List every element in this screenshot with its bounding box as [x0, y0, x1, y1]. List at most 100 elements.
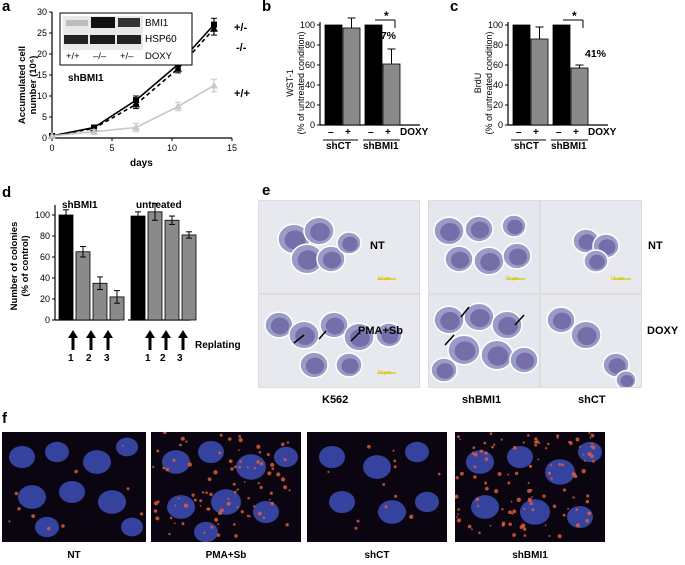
a-xtick-label: 5 [109, 143, 114, 153]
panel-c-group-shct: shCT [514, 141, 539, 152]
arrow-marker [514, 314, 525, 326]
bar [147, 211, 163, 321]
blot-doxy: DOXY [145, 51, 172, 62]
nucleus [363, 455, 391, 479]
scale-e-2: 10 µm [377, 370, 391, 376]
nucleus [167, 495, 195, 519]
panel-c-ylabel-main: (% of untreated condition) [484, 31, 494, 135]
panel-a-xlabel: days [130, 158, 153, 169]
nucleus [405, 441, 429, 463]
nucleus [198, 440, 224, 464]
replating-arrow [161, 330, 171, 350]
panel-label-f: f [2, 410, 7, 427]
bar [382, 63, 401, 126]
nucleus [329, 490, 355, 514]
ytick-label: 0 [498, 120, 503, 130]
panel-b-ylabel-main: (% of untreated condition) [296, 31, 306, 135]
panel-b-sign-4: + [385, 127, 391, 138]
micro-shct-nt [540, 200, 642, 294]
panel-label-d: d [2, 184, 12, 201]
ytick-label: 80 [493, 40, 503, 50]
ytick-label: 20 [493, 100, 503, 110]
a-point [90, 127, 98, 135]
panel-b-sign-3: – [368, 127, 374, 138]
label-e-k562: K562 [322, 394, 349, 406]
nucleus [162, 450, 190, 474]
panel-c-sign-1: – [516, 127, 522, 138]
bar [342, 27, 361, 126]
bar [75, 251, 91, 321]
a-xtick-label: 10 [167, 143, 177, 153]
a-series-line [51, 84, 215, 137]
bar [552, 24, 571, 126]
label-e-shbmi1: shBMI1 [462, 394, 502, 406]
nucleus [116, 437, 138, 457]
micro-k562-pma [258, 294, 420, 388]
scale-e-1: 10 µm [377, 276, 391, 282]
fluor-shbmi1 [455, 432, 605, 542]
panel-d-rep-3b: 3 [177, 353, 183, 364]
replating-arrow [68, 330, 78, 350]
nucleus [194, 521, 218, 542]
panel-b-doxy: DOXY [400, 127, 429, 138]
ytick-label: 0 [310, 120, 315, 130]
a-ytick-label: 30 [37, 7, 47, 17]
panel-c-star: * [572, 9, 577, 23]
ytick-label: 40 [305, 80, 315, 90]
nucleus [121, 517, 143, 537]
d-ytick-label: 80 [40, 231, 50, 241]
panel-d-rep-2b: 2 [160, 353, 166, 364]
ytick-label: 100 [300, 20, 315, 30]
a-point [48, 131, 56, 139]
ytick-label: 20 [305, 100, 315, 110]
label-f-nt: NT [67, 550, 81, 561]
nucleus [520, 499, 550, 525]
panel-b-star: * [384, 9, 389, 23]
blot-label-bmi1: BMI1 [145, 18, 169, 29]
nucleus [18, 485, 46, 509]
arrow-marker [444, 334, 455, 346]
nucleus [98, 490, 126, 514]
panel-d-group-untreated: untreated [136, 200, 182, 211]
ytick-label: 40 [493, 80, 503, 90]
bar [512, 24, 531, 126]
ytick-label: 80 [305, 40, 315, 50]
replating-arrow [145, 330, 155, 350]
fluor-pma [151, 432, 301, 542]
panel-d-rep-1a: 1 [68, 353, 74, 364]
a-xtick-label: 15 [227, 143, 237, 153]
label-e-doxy: DOXY [647, 325, 679, 337]
a-point [174, 102, 182, 110]
micro-shbmi1-nt [428, 200, 540, 294]
nucleus [35, 516, 59, 538]
series-label-het: +/- [234, 22, 248, 34]
nucleus [319, 445, 345, 469]
a-point [210, 24, 218, 32]
series-label-ko: -/- [236, 42, 247, 54]
panel-label-a: a [2, 0, 11, 15]
a-point [132, 100, 140, 108]
a-point [210, 81, 218, 89]
nucleus [466, 450, 494, 474]
fluor-shct [307, 432, 447, 542]
panel-d-group-shbmi1: shBMI1 [62, 200, 98, 211]
label-e-nt2: NT [648, 240, 663, 252]
micro-shbmi1-doxy [428, 294, 540, 388]
panel-c-sign-4: + [573, 127, 579, 138]
d-ytick-label: 20 [40, 294, 50, 304]
fluor-nt [2, 432, 146, 542]
nucleus [507, 445, 533, 469]
a-xtick-label: 0 [49, 143, 54, 153]
nucleus [45, 441, 69, 463]
nucleus [471, 495, 499, 519]
panel-d-rep-2a: 2 [86, 353, 92, 364]
panel-c-pct: 41% [585, 48, 607, 60]
nucleus [378, 500, 406, 524]
panel-label-c: c [450, 0, 459, 15]
d-ytick-label: 0 [45, 315, 50, 325]
label-f-pma: PMA+Sb [205, 550, 247, 561]
panel-c-chart: 0 20 40 60 80 100 [488, 19, 608, 141]
panel-b-ylabel: WST-1 (% of untreated condition) [283, 20, 309, 140]
scale-e-4: 10 µm [610, 276, 624, 282]
arrow-marker [460, 306, 470, 318]
